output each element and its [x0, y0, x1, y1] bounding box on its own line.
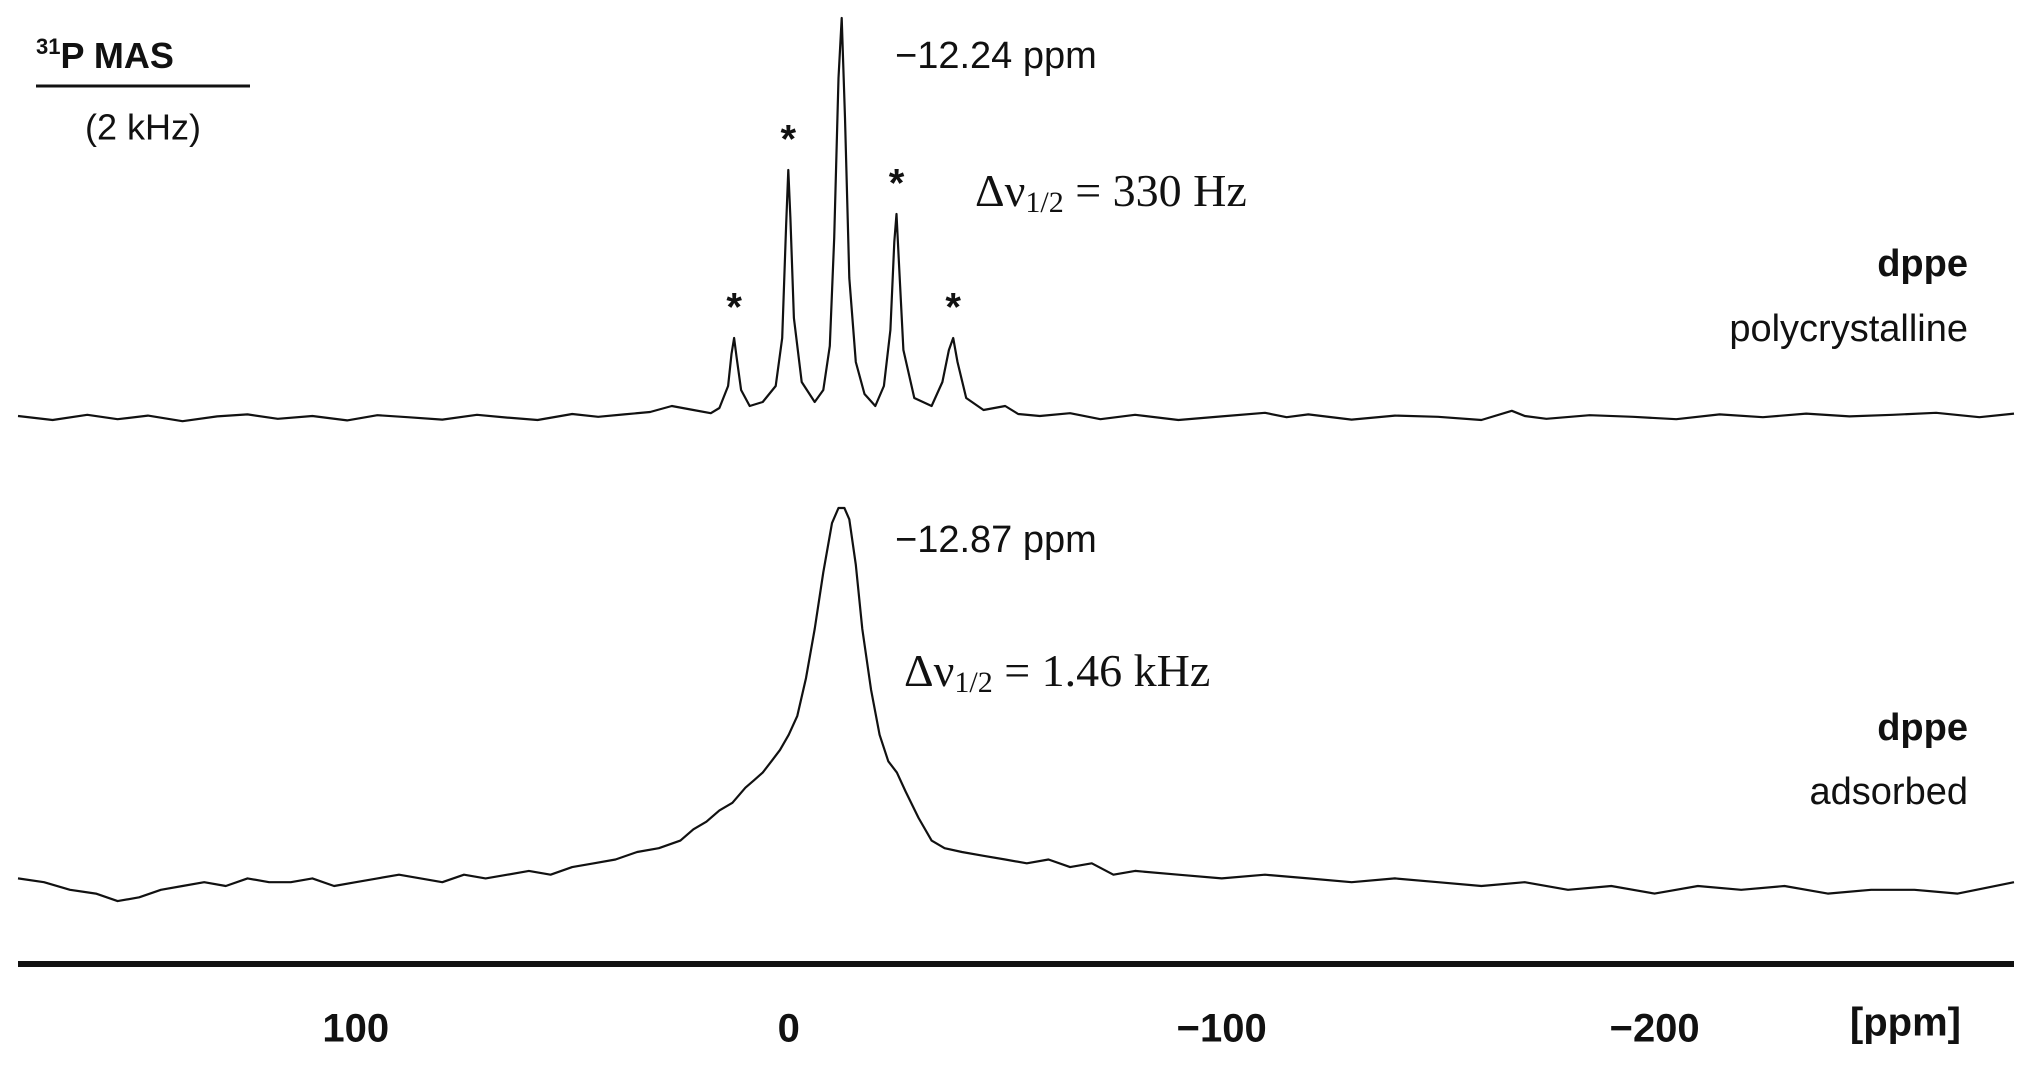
series-state: polycrystalline — [1729, 308, 1968, 350]
x-tick-label: 100 — [322, 1007, 389, 1051]
linewidth-label: Δν1/2 = 330 Hz — [975, 165, 1247, 219]
sideband-marker: * — [780, 118, 796, 162]
sideband-marker: * — [945, 286, 961, 330]
series-compound: dppe — [1877, 707, 1968, 749]
peak-label: −12.87 ppm — [895, 519, 1097, 561]
linewidth-symbol: Δν — [904, 645, 954, 696]
series-state: adsorbed — [1810, 771, 1968, 813]
x-tick-label: −100 — [1177, 1007, 1267, 1051]
title-text: P MAS — [60, 35, 173, 76]
sideband-marker: * — [889, 162, 905, 206]
title-isotope: 31 — [36, 34, 60, 59]
linewidth-sub: 1/2 — [1025, 186, 1063, 219]
linewidth-symbol: Δν — [975, 165, 1025, 216]
linewidth-value: = 330 Hz — [1064, 165, 1247, 216]
chart-title: 31P MAS — [36, 34, 174, 76]
spectrum-trace — [17, 16, 2015, 423]
series-compound: dppe — [1877, 243, 1968, 285]
peak-label: −12.24 ppm — [895, 35, 1097, 77]
x-tick-label: 0 — [778, 1007, 800, 1051]
x-axis-label: [ppm] — [1850, 1001, 1961, 1045]
spectrum-trace — [17, 506, 2015, 903]
linewidth-label: Δν1/2 = 1.46 kHz — [904, 645, 1210, 699]
linewidth-value: = 1.46 kHz — [993, 645, 1211, 696]
chart-subtitle: (2 kHz) — [85, 107, 201, 148]
linewidth-sub: 1/2 — [954, 666, 992, 699]
x-tick-label: −200 — [1610, 1007, 1700, 1051]
sideband-marker: * — [726, 286, 742, 330]
